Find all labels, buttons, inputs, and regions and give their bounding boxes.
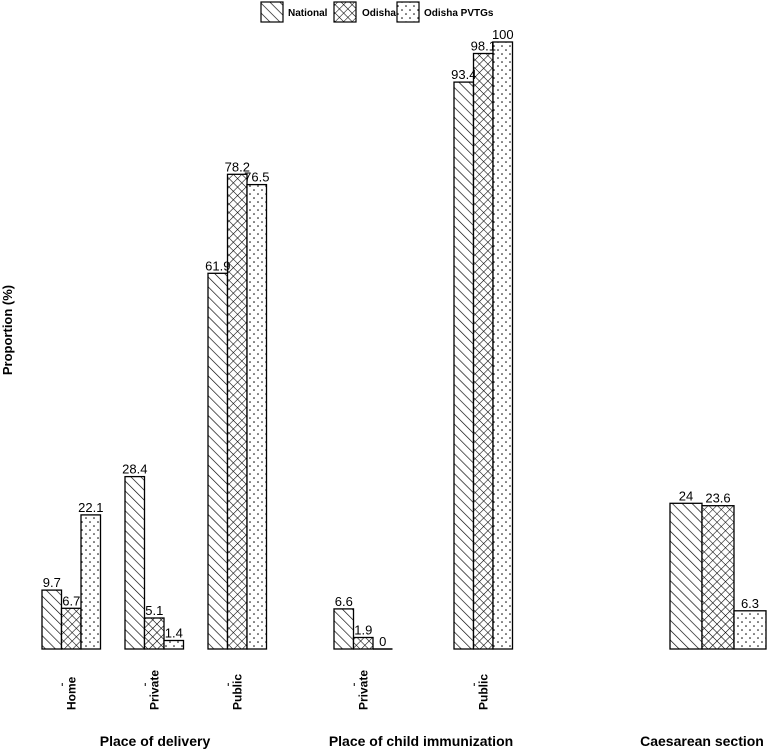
bar-odisha	[472, 52, 494, 650]
data-label: 76.5	[244, 170, 269, 185]
x-tick-label: Home	[64, 676, 78, 710]
bar-odisha	[352, 636, 374, 650]
bars-layer	[41, 41, 767, 650]
bar-odisha-pvtgs	[163, 639, 185, 650]
data-label: 24	[679, 488, 693, 503]
x-tick-label: Public	[230, 674, 244, 710]
bar-national	[453, 81, 475, 650]
data-label: 1.4	[165, 626, 183, 641]
data-labels-layer: 9.76.7 22.1 28.4 5.11.4 61.9 78.276.5 6.61.9 0 9…	[43, 27, 759, 649]
x-tick-label: Public	[476, 674, 490, 710]
group-label: Place of child immunization	[329, 733, 513, 749]
bar-national	[207, 272, 229, 650]
bar-national	[333, 608, 355, 650]
bar-odisha-pvtgs	[246, 183, 268, 650]
bar-odisha-pvtgs	[80, 514, 102, 650]
legend-label-odisha-pvtgs: Odisha PVTGs	[424, 8, 494, 19]
group-label: Caesarean section	[640, 733, 764, 749]
legend-swatch-odisha-pvtgs	[396, 1, 420, 23]
data-label: 6.3	[741, 596, 759, 611]
x-tick-label: Private	[356, 670, 370, 710]
data-label: 6.6	[335, 594, 353, 609]
legend-swatch-national	[260, 1, 284, 23]
legend: National Odisha Odisha PVTGs	[260, 1, 494, 23]
data-label: 0	[379, 634, 386, 649]
group-label: Place of delivery	[100, 733, 211, 749]
bar-odisha-pvtgs	[492, 41, 514, 650]
bar-odisha	[701, 505, 735, 650]
y-axis-label: Proportion (%)	[0, 285, 15, 375]
data-label: 23.6	[705, 491, 730, 506]
x-tick-label: Private	[147, 670, 161, 710]
data-label: 1.9	[354, 623, 372, 638]
data-label: 9.7	[43, 575, 61, 590]
legend-swatch-odisha	[333, 1, 357, 23]
data-label: 98.1	[471, 39, 496, 54]
bar-odisha-pvtgs	[733, 610, 767, 650]
data-label: 78.2	[225, 159, 250, 174]
group-labels-layer: Place of delivery Place of child immuniza…	[100, 733, 764, 749]
bar-odisha	[60, 607, 82, 650]
data-label: 22.1	[78, 500, 103, 515]
x-ticks-layer: Home Private Public Private Public	[61, 670, 490, 710]
legend-label-national: National	[288, 8, 328, 19]
data-label: 6.7	[62, 593, 80, 608]
bar-odisha	[226, 173, 248, 650]
data-label: 5.1	[145, 603, 163, 618]
bar-odisha	[143, 617, 165, 650]
bar-national	[41, 589, 63, 650]
legend-label-odisha: Odisha	[362, 8, 396, 19]
data-label: 61.9	[205, 258, 230, 273]
bar-national	[124, 475, 146, 650]
bar-national	[669, 502, 703, 650]
data-label: 28.4	[122, 462, 147, 477]
data-label: 100	[492, 27, 514, 42]
data-label: 93.4	[451, 67, 476, 82]
